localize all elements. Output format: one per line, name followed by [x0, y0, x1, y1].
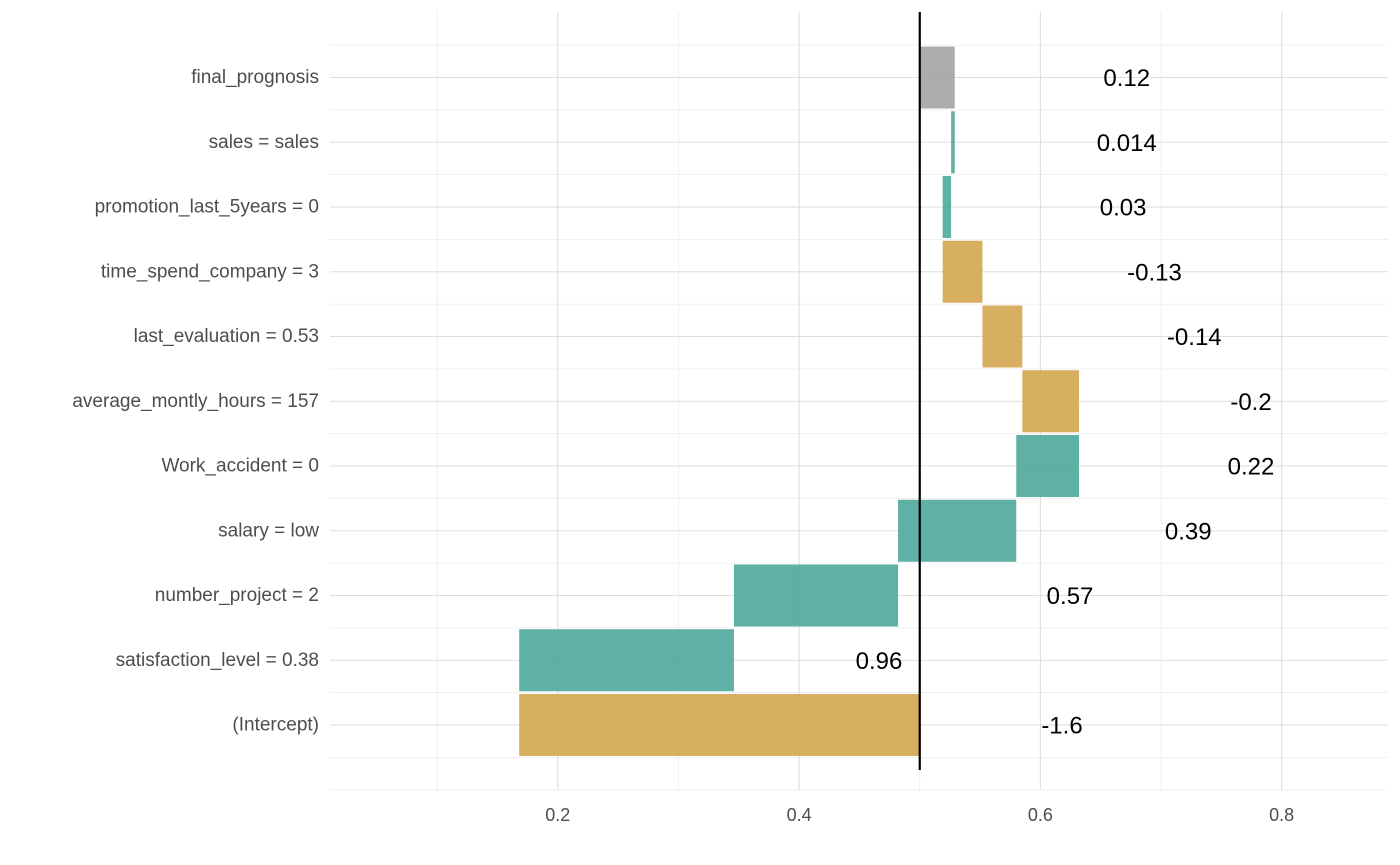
y-tick-label: time_spend_company = 3	[101, 261, 319, 282]
y-tick-label: (Intercept)	[232, 715, 319, 736]
data-labels: 0.12 0.014 0.03 -0.13 -0.14 -0.2 0.22 0.39 0.57 0…	[856, 65, 1275, 740]
data-label: -0.14	[1167, 324, 1222, 351]
bars	[519, 46, 1080, 756]
bar-sales-sales	[951, 111, 955, 174]
data-label: 0.22	[1228, 454, 1275, 481]
y-tick-label: salary = low	[218, 520, 319, 541]
y-tick-label: average_montly_hours = 157	[72, 391, 319, 412]
data-label: 0.12	[1103, 65, 1150, 92]
bar-last-evaluation-0-53	[982, 305, 1023, 368]
bar-work-accident-0	[1016, 435, 1080, 497]
y-tick-label: Work_accident = 0	[161, 456, 319, 477]
bar-average-montly-hours-157	[1022, 370, 1080, 433]
bar-satisfaction-level-0-38	[519, 629, 734, 692]
y-tick-label: last_evaluation = 0.53	[134, 326, 319, 347]
y-tick-label: number_project = 2	[155, 585, 319, 606]
x-tick-label: 0.8	[1269, 805, 1294, 825]
bar-time-spend-company-3	[942, 240, 983, 303]
x-tick-label: 0.2	[545, 805, 570, 825]
data-label: -1.6	[1041, 713, 1082, 740]
bar-salary-low	[898, 499, 1017, 562]
data-label: 0.39	[1165, 518, 1212, 545]
bar-intercept	[519, 694, 920, 756]
data-label: 0.014	[1097, 130, 1157, 157]
y-tick-label: final_prognosis	[191, 67, 319, 88]
data-label: -0.2	[1230, 389, 1271, 416]
data-label: -0.13	[1127, 259, 1182, 286]
data-label: 0.57	[1047, 583, 1094, 610]
x-tick-label: 0.6	[1028, 805, 1053, 825]
y-tick-label: promotion_last_5years = 0	[95, 197, 319, 218]
y-tick-label: satisfaction_level = 0.38	[116, 650, 319, 671]
data-label: 0.96	[856, 648, 903, 675]
x-axis-labels: 0.2 0.4 0.6 0.8	[545, 805, 1294, 825]
bar-promotion-last-5years-0	[942, 176, 952, 238]
bar-final-prognosis	[919, 46, 955, 109]
bar-number-project-2	[733, 564, 899, 627]
x-tick-label: 0.4	[787, 805, 812, 825]
data-label: 0.03	[1100, 195, 1147, 222]
y-tick-label: sales = sales	[209, 132, 319, 153]
